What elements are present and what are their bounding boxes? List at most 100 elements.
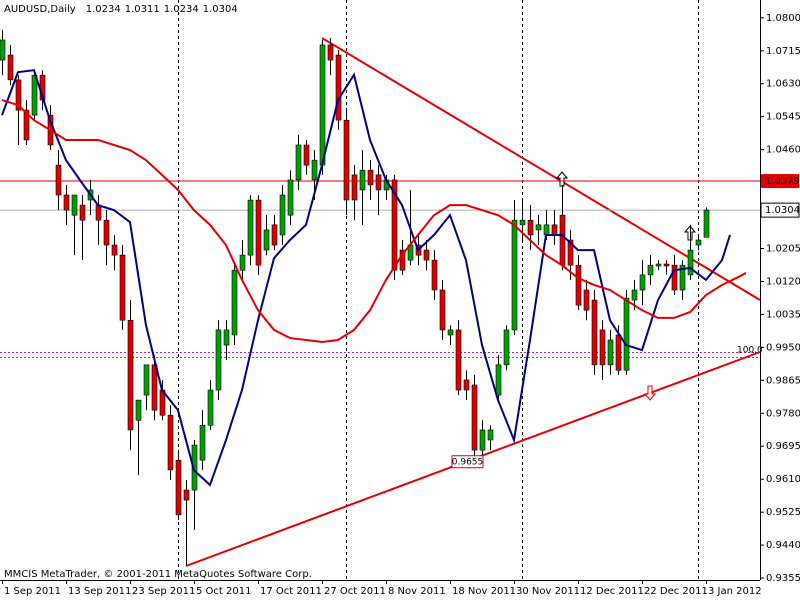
candle-body xyxy=(79,204,86,221)
candle-body xyxy=(703,209,710,238)
level-label: 100.0 xyxy=(737,346,763,356)
candle-body xyxy=(663,263,670,267)
candle-body xyxy=(623,297,630,371)
candle-body xyxy=(511,219,518,331)
low-label-box xyxy=(451,455,484,469)
y-tick-label: 0.9780 xyxy=(766,408,800,419)
indicator-line xyxy=(1,69,731,487)
y-tick-label: 1.0630 xyxy=(766,79,800,90)
candle-body xyxy=(447,329,454,336)
header-open: 1.0234 xyxy=(86,4,121,15)
candle-body xyxy=(303,144,310,166)
candle-body xyxy=(271,224,278,246)
candle-body xyxy=(343,119,350,201)
level-lines xyxy=(0,352,760,358)
candle-body xyxy=(399,249,406,271)
candle-body xyxy=(575,264,582,306)
separators xyxy=(178,0,699,580)
candle-body xyxy=(439,289,446,331)
y-tick-label: 0.9525 xyxy=(766,507,800,518)
candle-body xyxy=(207,389,214,426)
candle-body xyxy=(7,54,14,81)
x-tick-label: 12 Dec 2011 xyxy=(580,586,644,597)
plot-area xyxy=(0,29,760,566)
bid-label-box xyxy=(760,202,800,218)
candle-body xyxy=(255,199,262,266)
candle-body xyxy=(487,429,494,441)
candle-body xyxy=(655,263,662,267)
candle-body xyxy=(455,329,462,391)
candle-body xyxy=(215,329,222,391)
candle-body xyxy=(119,254,126,321)
y-tick-label: 1.0035 xyxy=(766,309,800,320)
x-tick-label: 13 Sep 2011 xyxy=(68,586,131,597)
y-tick-label: 0.9610 xyxy=(766,474,800,485)
candle-body xyxy=(607,339,614,366)
candle-body xyxy=(175,459,182,516)
candle-body xyxy=(311,159,318,181)
candle-body xyxy=(391,179,398,271)
candle-body xyxy=(615,334,622,371)
candle-body xyxy=(95,204,102,221)
candle-body xyxy=(375,174,382,191)
candle-body xyxy=(535,224,542,231)
candle-body xyxy=(135,399,142,421)
candle-body xyxy=(559,214,566,266)
y-tick-label: 0.9695 xyxy=(766,441,800,452)
candle-body xyxy=(71,194,78,216)
candle-body xyxy=(31,74,38,116)
down-arrow xyxy=(643,385,657,401)
candle-body xyxy=(527,219,534,236)
candle-body xyxy=(423,249,430,261)
candle-body xyxy=(0,39,6,61)
candle-body xyxy=(63,194,70,211)
candle-body xyxy=(199,425,206,461)
candle-body xyxy=(231,269,238,336)
candle-body xyxy=(479,429,486,451)
candle-body xyxy=(143,364,150,396)
axes: 1.0800 1.0715 1.0630 1.0545 1.0460 1.0205 1.01… xyxy=(2,13,800,597)
candle-body xyxy=(23,109,30,141)
trendline xyxy=(321,37,761,301)
candle-body xyxy=(55,164,62,196)
candle-body xyxy=(191,444,198,491)
candle-body xyxy=(103,219,110,246)
candle-body xyxy=(463,379,470,391)
indicator-line xyxy=(1,99,747,343)
candle-body xyxy=(647,264,654,276)
x-tick-label: 27 Oct 2011 xyxy=(324,586,386,597)
candle-body xyxy=(599,329,606,366)
x-tick-label: 23 Sep 2011 xyxy=(132,586,195,597)
candle-body xyxy=(639,274,646,291)
x-tick-label: 17 Oct 2011 xyxy=(260,586,322,597)
y-tick-label: 1.0460 xyxy=(766,145,800,156)
candle-body xyxy=(543,224,550,236)
x-tick-label: 18 Nov 2011 xyxy=(452,586,516,597)
candle-body xyxy=(695,239,702,246)
candle-body xyxy=(167,414,174,471)
candle-body xyxy=(367,169,374,186)
x-tick-label: 5 Oct 2011 xyxy=(196,586,251,597)
candle-body xyxy=(351,174,358,201)
candle-body xyxy=(591,299,598,366)
low-label: 0.9655 xyxy=(452,457,484,467)
candle-body xyxy=(687,249,694,276)
y-tick-label: 0.9950 xyxy=(766,342,800,353)
candle-body xyxy=(679,264,686,291)
y-tick-label: 1.0800 xyxy=(766,13,800,24)
header-close: 1.0304 xyxy=(203,4,238,15)
chart-title: AUDUSD,Daily xyxy=(4,4,76,15)
candle-body xyxy=(111,244,118,256)
candle-body xyxy=(335,54,342,121)
x-tick-label: 3 Jan 2012 xyxy=(708,586,762,597)
candle-body xyxy=(631,289,638,301)
y-tick-label: 1.0120 xyxy=(766,276,800,287)
candle-body xyxy=(127,319,134,431)
chart-header: AUDUSD,Daily 1.0234 1.0311 1.0234 1.0304 xyxy=(4,4,238,15)
x-tick-label: 1 Sep 2011 xyxy=(4,586,61,597)
candle-body xyxy=(495,364,502,396)
candle-body xyxy=(247,199,254,256)
candle-body xyxy=(567,239,574,266)
